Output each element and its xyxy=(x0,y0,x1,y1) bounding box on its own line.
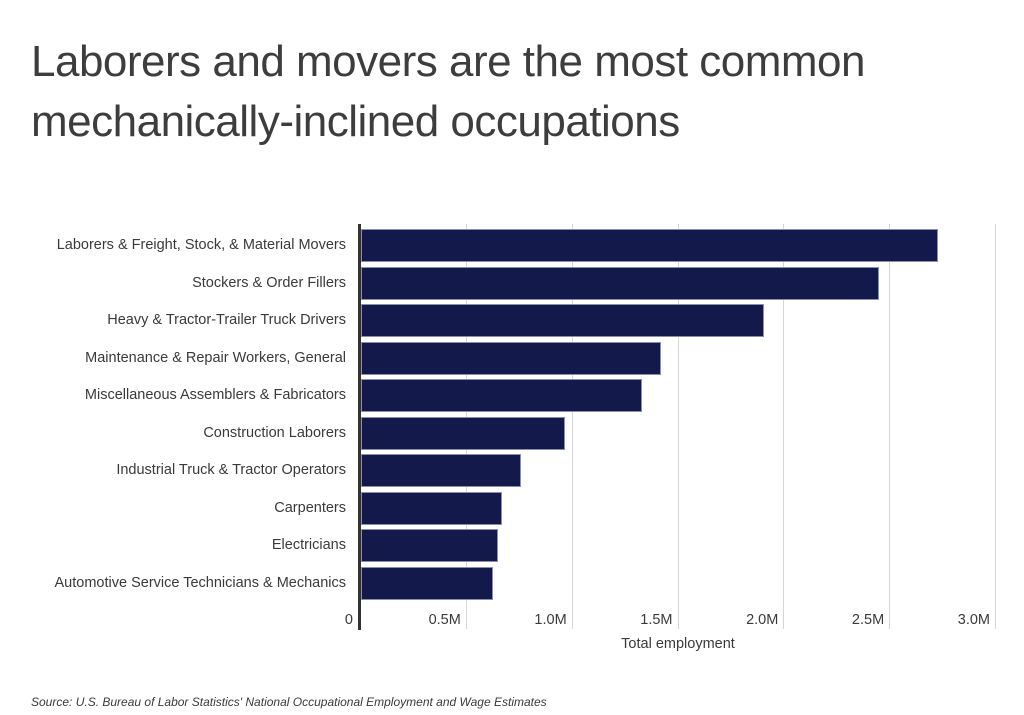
gridline xyxy=(995,224,996,629)
gridline xyxy=(889,224,891,629)
bar xyxy=(361,491,502,525)
x-tick-label: 3.0M xyxy=(957,612,990,628)
gridline xyxy=(677,224,679,629)
bar xyxy=(361,341,661,375)
x-tick-label: 1.0M xyxy=(534,612,567,628)
bar xyxy=(361,529,498,562)
category-label: Carpenters xyxy=(274,499,346,516)
category-label: Laborers & Freight, Stock, & Material Mo… xyxy=(56,237,346,253)
category-label: Miscellaneous Assemblers & Fabricators xyxy=(84,387,346,403)
bar xyxy=(361,266,879,300)
gridline xyxy=(571,224,573,629)
bar xyxy=(361,379,642,412)
bar xyxy=(361,229,938,262)
bar xyxy=(361,304,765,337)
x-tick-label: 0.5M xyxy=(428,612,461,628)
y-axis-line xyxy=(358,224,361,630)
source-note: Source: U.S. Bureau of Labor Statistics'… xyxy=(31,695,547,709)
category-label: Heavy & Tractor-Trailer Truck Drivers xyxy=(107,312,346,328)
x-tick-label: 2.0M xyxy=(746,612,779,628)
category-label: Maintenance & Repair Workers, General xyxy=(85,349,346,366)
category-label: Industrial Truck & Tractor Operators xyxy=(116,462,346,478)
bar xyxy=(361,416,566,450)
category-label: Construction Laborers xyxy=(203,424,346,441)
x-axis-label: Total employment xyxy=(621,636,735,652)
category-label: Electricians xyxy=(271,537,346,553)
bar xyxy=(361,566,494,600)
category-label: Stockers & Order Fillers xyxy=(192,274,346,291)
x-tick-label: 2.5M xyxy=(851,612,885,628)
bar xyxy=(361,454,521,487)
x-tick-label: 1.5M xyxy=(640,612,673,628)
gridline xyxy=(783,224,785,629)
x-tick-label: 0 xyxy=(344,612,353,628)
chart-title: Laborers and movers are the most common … xyxy=(31,37,866,146)
category-label: Automotive Service Technicians & Mechani… xyxy=(54,574,346,591)
